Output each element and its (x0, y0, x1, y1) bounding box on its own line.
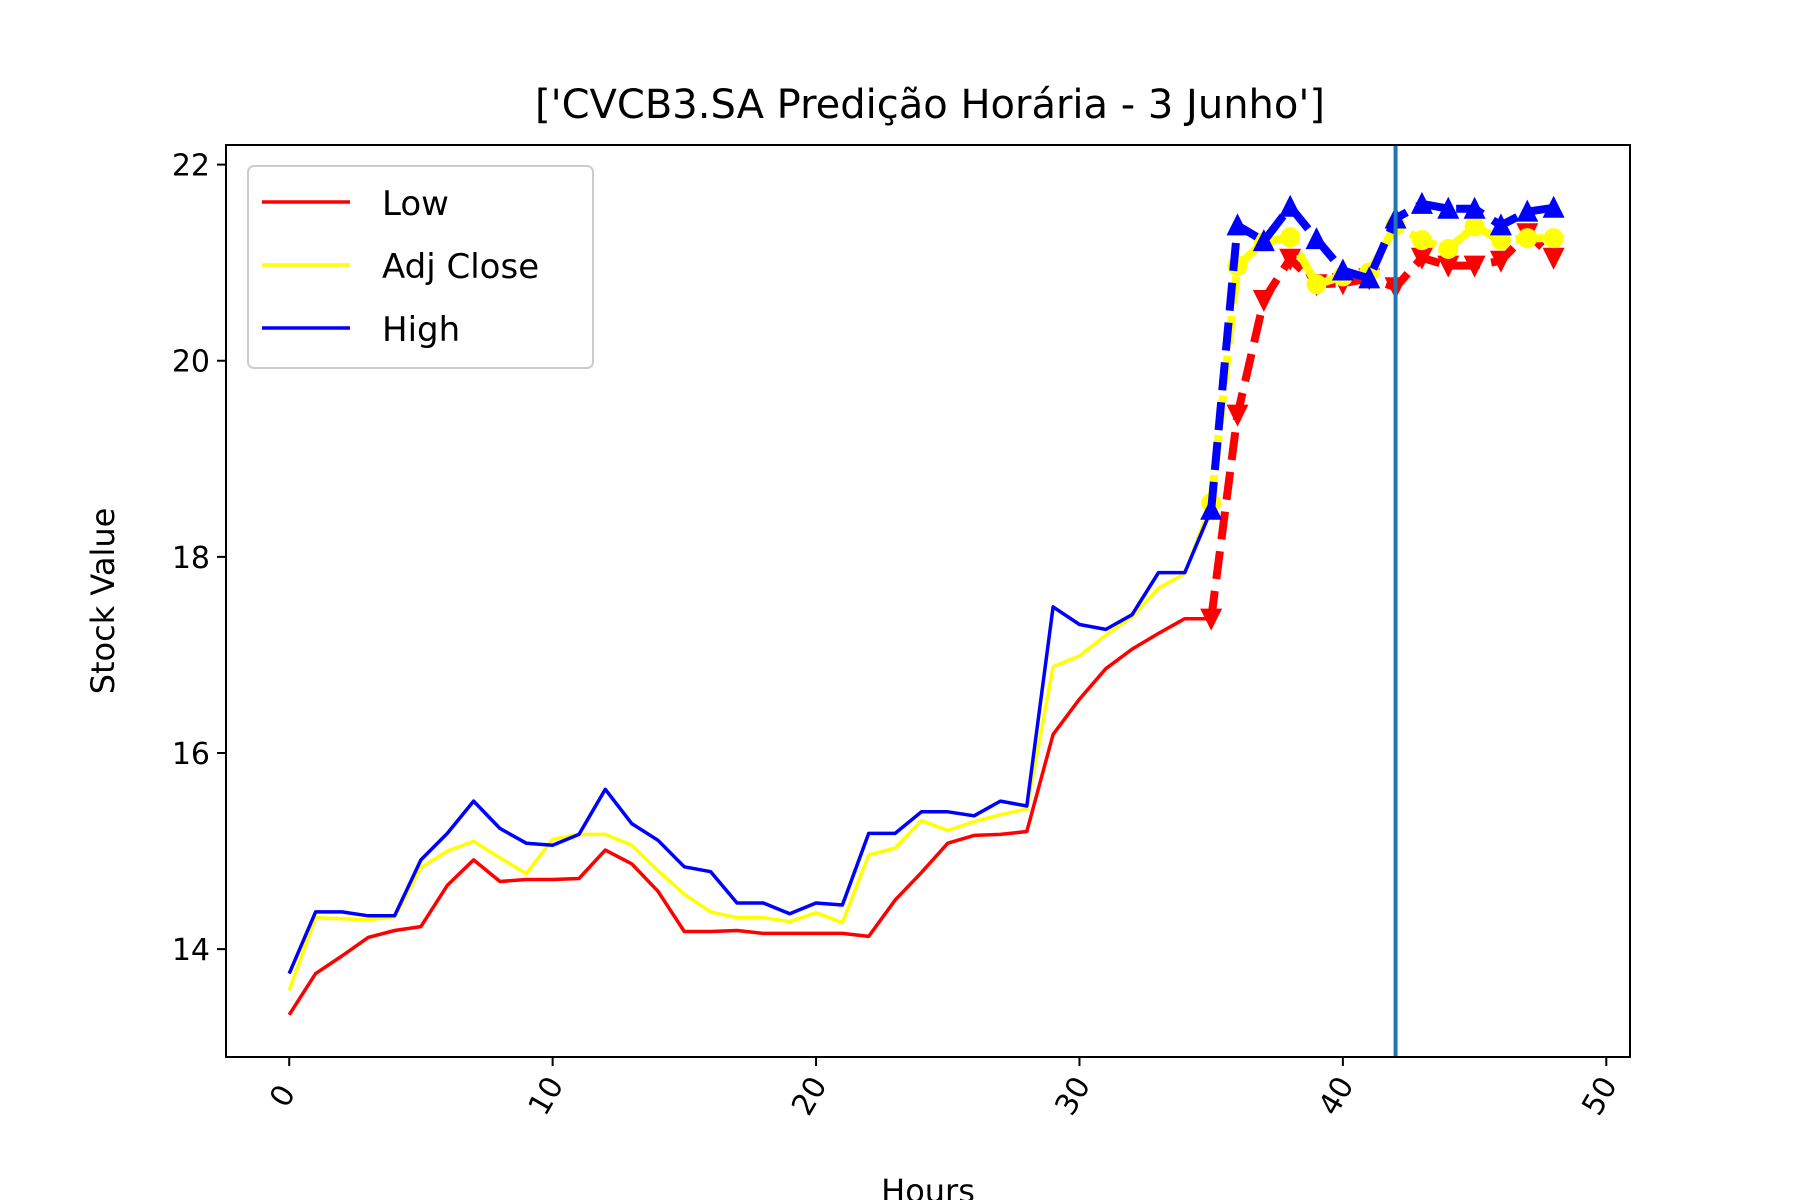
y-axis: 14 16 18 20 22 (172, 149, 226, 968)
prediction-marker-high (1331, 258, 1354, 281)
prediction-marker-low (1542, 247, 1565, 270)
y-tick-label: 20 (172, 345, 210, 380)
prediction-marker-high (1489, 213, 1512, 236)
prediction-marker-high (1516, 199, 1539, 222)
prediction-marker-high (1305, 227, 1328, 250)
y-tick-label: 18 (172, 541, 210, 576)
prediction-marker-high (1542, 195, 1565, 218)
prediction-marker-low (1252, 289, 1275, 312)
prediction-marker-high (1279, 194, 1302, 217)
prediction-marker-adj-close (1464, 216, 1485, 237)
prediction-marker-low (1279, 248, 1302, 271)
y-tick-label: 22 (172, 149, 210, 184)
legend-label-high: High (382, 310, 460, 350)
prediction-marker-high (1463, 196, 1486, 219)
prediction-marker-adj-close (1306, 274, 1327, 295)
prediction-marker-low (1200, 608, 1223, 631)
legend-label-adj-close: Adj Close (382, 247, 539, 287)
prediction-marker-high (1410, 191, 1433, 214)
prediction-marker-adj-close (1280, 227, 1301, 248)
prediction-marker-low (1226, 404, 1249, 427)
legend-box (247, 165, 594, 369)
prediction-marker-low (1489, 250, 1512, 273)
y-tick-label: 16 (172, 737, 210, 772)
plot-frame (225, 144, 1631, 1058)
prediction-marker-adj-close (1543, 228, 1564, 249)
series-line-low (287, 616, 1212, 1016)
prediction-marker-adj-close (1517, 228, 1538, 249)
series-layer (287, 191, 1565, 1016)
x-axis-label: Hours (881, 1172, 975, 1200)
prediction-marker-adj-close (1438, 238, 1459, 259)
chart-title: ['CVCB3.SA Predição Horária - 3 Junho'] (535, 82, 1325, 128)
series-line-adj-close (287, 502, 1213, 991)
prediction-marker-high (1200, 497, 1223, 520)
prediction-marker-low (1437, 255, 1460, 278)
y-tick-label: 14 (172, 933, 210, 968)
prediction-marker-adj-close (1411, 230, 1432, 251)
prediction-marker-low (1410, 247, 1433, 270)
prediction-marker-low (1463, 255, 1486, 278)
y-axis-label: Stock Value (84, 508, 122, 695)
prediction-marker-high (1252, 229, 1275, 252)
legend: Low Adj Close High (247, 165, 594, 369)
series-line-high (287, 509, 1213, 975)
prediction-marker-high (1226, 213, 1249, 236)
legend-label-low: Low (382, 184, 449, 224)
prediction-marker-high (1437, 196, 1460, 219)
prediction-marker-high (1358, 266, 1381, 289)
